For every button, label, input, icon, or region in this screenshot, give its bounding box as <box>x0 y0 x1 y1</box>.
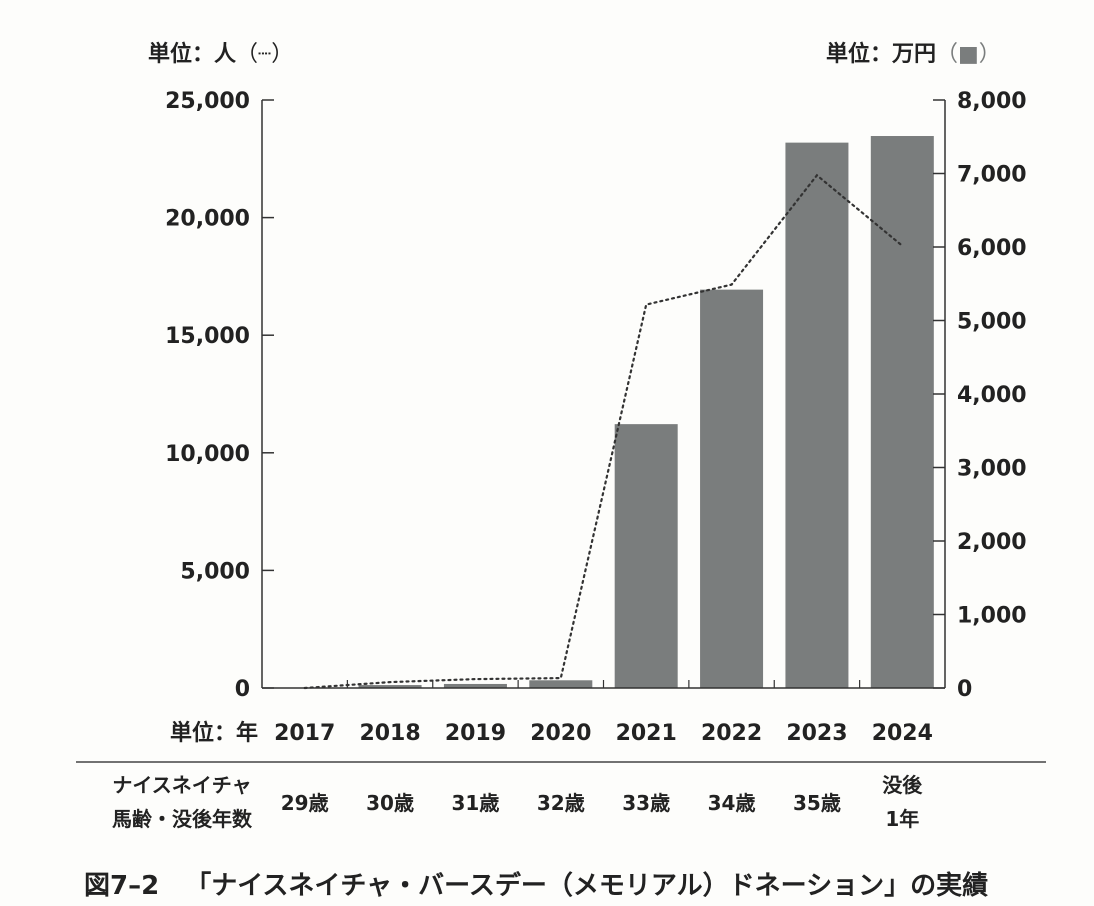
chart-bar <box>614 424 678 688</box>
chart-bar <box>443 683 507 688</box>
chart-bar <box>870 136 934 688</box>
left-axis-unit-label: 単位：人（┈） <box>148 36 293 68</box>
age-label: 30歳 <box>366 791 414 815</box>
left-axis-tick-label: 20,000 <box>165 207 250 232</box>
right-axis-tick-label: 0 <box>957 677 972 702</box>
year-label: 2021 <box>616 721 677 746</box>
chart-bar <box>358 685 422 688</box>
age-label: 32歳 <box>537 791 585 815</box>
right-axis-tick-label: 5,000 <box>957 310 1027 335</box>
year-unit-label: 単位：年 <box>170 720 258 746</box>
left-axis-unit-text: 単位：人 <box>148 42 237 67</box>
right-axis-unit-text: 単位：万円 <box>826 42 937 67</box>
right-axis-unit-symbol: （■） <box>936 42 1001 67</box>
age-label: 1年 <box>885 807 919 831</box>
left-axis-tick-label: 25,000 <box>165 89 250 114</box>
year-label: 2024 <box>872 721 933 746</box>
year-label: 2019 <box>445 721 506 746</box>
age-row-label-line2: 馬齢・没後年数 <box>112 807 253 831</box>
age-label: 没後 <box>882 773 923 797</box>
age-label: 34歳 <box>708 791 756 815</box>
figure-caption: 図7–2 「ナイスネイチャ・バースデー（メモリアル）ドネーション」の実績 <box>84 865 988 902</box>
figure-title: 「ナイスネイチャ・バースデー（メモリアル）ドネーション」の実績 <box>185 871 989 901</box>
year-label: 2018 <box>359 721 420 746</box>
chart-bar <box>700 289 764 688</box>
visitor-line <box>303 173 904 690</box>
age-label: 35歳 <box>793 791 841 815</box>
year-label: 2017 <box>274 721 335 746</box>
age-label: 33歳 <box>622 791 670 815</box>
right-axis-unit-label: 単位：万円（■） <box>826 36 1001 68</box>
age-label: 31歳 <box>452 791 500 815</box>
right-axis-tick-label: 8,000 <box>957 89 1027 114</box>
year-label: 2020 <box>530 721 591 746</box>
right-axis-tick-label: 6,000 <box>957 236 1027 261</box>
right-axis-tick-label: 4,000 <box>957 383 1027 408</box>
age-row-label-line1: ナイスネイチャ <box>112 773 251 797</box>
left-axis-tick-label: 10,000 <box>165 442 250 467</box>
left-axis-unit-symbol: （┈） <box>236 42 294 67</box>
right-axis-tick-label: 3,000 <box>957 457 1027 482</box>
right-axis-tick-label: 2,000 <box>957 530 1027 555</box>
right-axis-tick-label: 7,000 <box>957 163 1027 188</box>
year-label: 2022 <box>701 721 762 746</box>
chart-canvas: 0 5,000 10,000 15,000 20,000 25,000 0 1,000 2,00… <box>76 89 1046 831</box>
left-axis-tick-label: 0 <box>235 677 250 702</box>
year-label: 2023 <box>786 721 847 746</box>
chart-bar <box>785 142 849 688</box>
figure-number: 図7–2 <box>84 871 160 901</box>
age-label: 29歳 <box>281 791 329 815</box>
left-axis-tick-label: 15,000 <box>165 324 250 349</box>
right-axis-tick-label: 1,000 <box>957 604 1027 629</box>
chart-bar <box>529 680 593 688</box>
left-axis-tick-label: 5,000 <box>180 559 250 584</box>
